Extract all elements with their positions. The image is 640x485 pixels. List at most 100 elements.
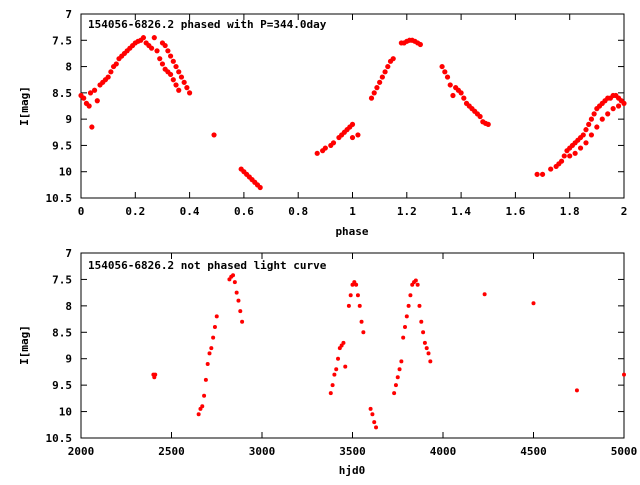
data-point [170, 58, 176, 64]
x-tick-label: 0.4 [180, 205, 200, 218]
phased-light-curve-panel: 154056-6826.2 phased with P=344.0day pha… [18, 8, 627, 238]
y-tick-label: 9.5 [52, 139, 72, 152]
data-point [385, 63, 391, 70]
data-point [621, 100, 627, 106]
data-point [105, 74, 111, 80]
data-point [94, 98, 100, 104]
data-point [588, 132, 595, 138]
data-point [211, 132, 217, 138]
data-point [371, 90, 377, 96]
data-point [157, 56, 163, 62]
data-point [176, 69, 182, 75]
unphased-light-curve-panel: 154056-6826.2 not phased light curve hjd… [18, 247, 637, 477]
y-tick-label: 8 [65, 300, 72, 313]
data-point [81, 95, 87, 101]
x-tick-label: 2000 [68, 445, 95, 458]
data-point [211, 335, 216, 340]
data-point [561, 153, 567, 159]
x-tick-label: 1.8 [560, 205, 580, 218]
data-point [428, 359, 433, 364]
x-tick-label: 4000 [430, 445, 457, 458]
data-point [372, 420, 377, 425]
data-point [477, 113, 483, 120]
data-point [214, 314, 219, 319]
data-point [539, 171, 546, 177]
data-point [330, 140, 337, 146]
data-point [154, 48, 160, 54]
data-point [238, 309, 243, 314]
data-point [361, 330, 366, 335]
data-point [86, 103, 92, 109]
y-tick-label: 10 [59, 406, 72, 419]
data-point [583, 127, 589, 133]
data-point [89, 124, 95, 130]
data-point [599, 116, 605, 122]
data-point [577, 145, 584, 151]
plot-frame [80, 252, 625, 439]
x-tick-label: 5000 [611, 445, 638, 458]
y-tick-label: 10.5 [46, 192, 73, 205]
data-point [322, 145, 328, 151]
data-point [357, 303, 362, 308]
data-point [236, 298, 241, 303]
y-axis-label: I[mag] [18, 86, 31, 126]
data-point [610, 106, 616, 112]
data-point [421, 330, 426, 335]
data-point [408, 293, 413, 298]
data-point [615, 103, 622, 109]
data-point [232, 280, 237, 285]
data-point [417, 41, 423, 48]
data-point [439, 63, 445, 70]
data-point [341, 340, 346, 345]
axis-ticks: 0 0.2 0.4 0.6 0.8 1 1.2 1.4 1.6 1.8 2 7 7.5 8 8.5 9 9.5 1… [46, 8, 628, 218]
x-tick-label: 1.6 [505, 205, 525, 218]
data-point [162, 42, 168, 49]
data-point [370, 412, 375, 417]
data-point [424, 346, 429, 351]
data-point [397, 367, 402, 372]
data-point [167, 71, 174, 78]
x-tick-label: 1.4 [451, 205, 471, 218]
data-point [153, 372, 158, 377]
x-tick-label: 2 [621, 205, 628, 218]
y-tick-label: 10.5 [46, 432, 73, 445]
data-point [200, 404, 205, 409]
data-point [343, 364, 348, 369]
data-point [482, 292, 487, 297]
data-point [392, 391, 397, 396]
data-point [379, 74, 385, 80]
data-point [586, 121, 592, 127]
x-tick-label: 4500 [520, 445, 547, 458]
data-point [212, 325, 217, 329]
y-tick-label: 7 [65, 247, 72, 260]
data-point [234, 290, 239, 295]
data-point [461, 95, 467, 101]
data-point [399, 359, 404, 364]
data-point [583, 140, 589, 146]
data-point [330, 383, 335, 388]
data-point [173, 63, 179, 70]
axis-ticks: 2000 2500 3000 3500 4000 4500 5000 7 7.5 8 8.5 9 9.5… [46, 247, 638, 458]
data-point [165, 48, 171, 54]
data-point [355, 293, 360, 298]
data-point [170, 77, 176, 83]
y-tick-label: 8 [65, 61, 72, 74]
y-tick-label: 7.5 [52, 34, 72, 47]
data-point [580, 132, 586, 138]
data-point [148, 45, 155, 51]
y-tick-label: 8.5 [52, 87, 72, 100]
x-axis-label: hjd0 [339, 464, 366, 477]
data-point [140, 35, 147, 41]
data-point [572, 150, 578, 156]
data-point [87, 90, 94, 96]
data-point [314, 150, 320, 156]
data-point [346, 303, 351, 308]
data-point [349, 134, 356, 141]
data-point [444, 74, 451, 80]
data-point [401, 335, 406, 340]
data-point [442, 69, 448, 75]
data-point [415, 282, 420, 287]
data-point [591, 111, 597, 117]
